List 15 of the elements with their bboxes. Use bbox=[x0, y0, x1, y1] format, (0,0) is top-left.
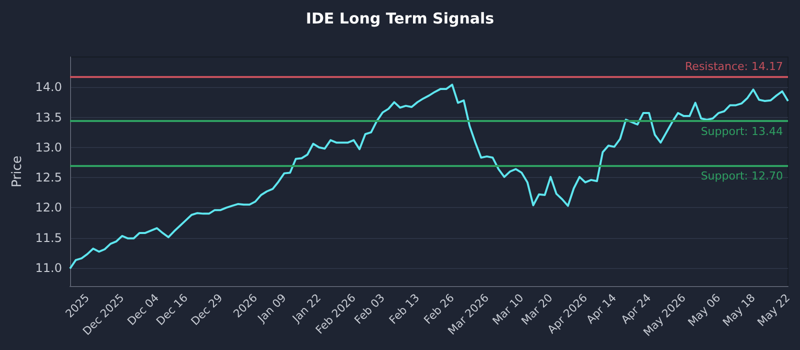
ref-line-label: Support: 12.70 bbox=[700, 169, 783, 182]
x-tick-label: Feb 13 bbox=[386, 291, 422, 327]
y-tick-label: 13.0 bbox=[35, 140, 62, 154]
y-axis-title: Price bbox=[10, 156, 25, 188]
y-tick-label: 12.0 bbox=[35, 200, 62, 215]
ref-line-label: Resistance: 14.17 bbox=[685, 60, 783, 73]
ref-line-label: Support: 13.44 bbox=[700, 124, 783, 138]
x-tick-label: Dec 29 bbox=[188, 291, 226, 328]
y-tick-label: 12.5 bbox=[35, 170, 62, 185]
y-tick-label: 14.0 bbox=[35, 80, 62, 94]
line-series bbox=[69, 84, 789, 270]
y-tick-label: 11.5 bbox=[35, 230, 62, 245]
y-tick-label: 13.5 bbox=[35, 110, 62, 124]
chart-title: IDE Long Term Signals bbox=[306, 10, 494, 28]
y-tick-label: 11.0 bbox=[35, 260, 62, 275]
